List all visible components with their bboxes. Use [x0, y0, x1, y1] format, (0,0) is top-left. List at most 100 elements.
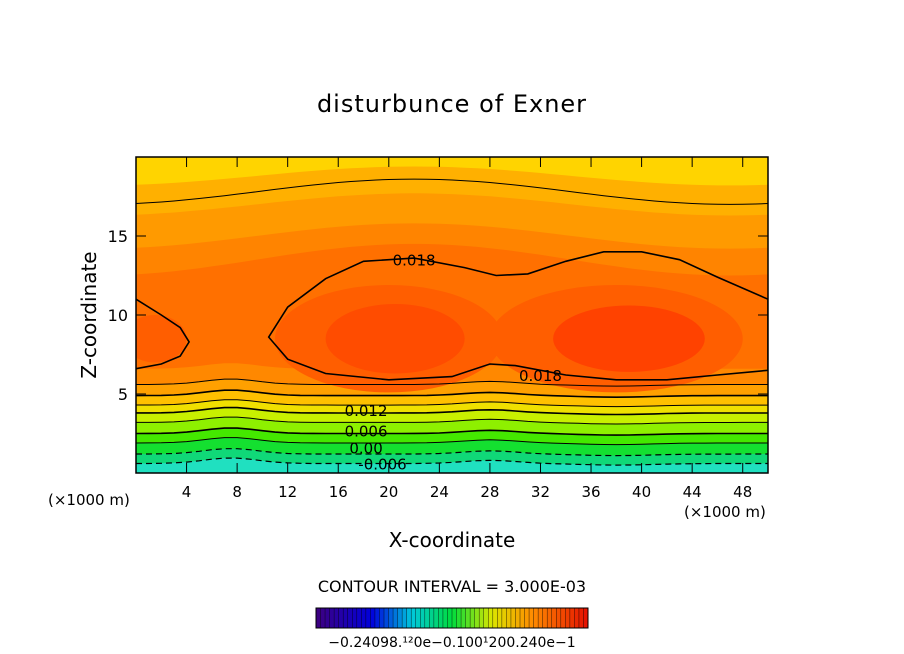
colorbar-swatch: [384, 608, 389, 628]
colorbar-swatch: [361, 608, 367, 628]
colorbar-swatch: [343, 608, 349, 628]
colorbar-swatch: [447, 608, 453, 628]
colorbar-swatch: [415, 608, 421, 628]
colorbar-swatch: [524, 608, 530, 628]
colorbar-swatch: [529, 608, 534, 628]
colorbar-swatch: [574, 608, 580, 628]
colorbar-swatch: [334, 608, 339, 628]
contour-line-0.018-left: [136, 298, 191, 370]
x-unit-right: (×1000 m): [684, 503, 766, 521]
contour-label: 0.012: [345, 402, 388, 420]
colorbar-swatch: [470, 608, 475, 628]
contour-line: [136, 399, 768, 408]
contour-line: [136, 378, 768, 387]
contour-label: 0.018: [393, 252, 436, 270]
colorbar-swatch: [556, 608, 562, 628]
contour-core: [325, 303, 465, 374]
colorbar-swatch: [538, 608, 543, 628]
contour-core: [136, 315, 187, 363]
colorbar-swatch: [365, 608, 371, 628]
y-tick-label: 10: [108, 306, 128, 325]
colorbar-swatch: [515, 608, 521, 628]
colorbar-frame: [315, 607, 589, 629]
contour-band: [136, 458, 768, 473]
colorbar-swatch: [465, 608, 471, 628]
x-tick-label: 8: [232, 483, 242, 501]
y-tick-label: 5: [118, 385, 128, 404]
x-tick-label: 4: [182, 483, 192, 501]
x-tick-label: 20: [379, 483, 398, 501]
colorbar-swatch: [533, 608, 539, 628]
colorbar-swatch: [547, 608, 553, 628]
colorbar-labels: −0.24098.¹²0e−0.100¹200.240e−1: [328, 635, 575, 651]
contour-interval-text: CONTOUR INTERVAL = 3.000E-03: [318, 577, 586, 596]
colorbar-swatch: [510, 608, 516, 628]
contour-line: [136, 457, 768, 466]
colorbar-swatch: [583, 608, 589, 628]
colorbar-swatch: [424, 608, 430, 628]
colorbar-swatch: [388, 608, 394, 628]
x-axis-label: X-coordinate: [389, 528, 516, 552]
x-unit-left: (×1000 m): [48, 491, 130, 509]
colorbar-swatch: [488, 608, 494, 628]
colorbar-swatch: [374, 608, 380, 628]
colorbar-swatch: [551, 608, 557, 628]
contour-label: 0.018: [519, 367, 562, 385]
colorbar-swatch: [520, 608, 525, 628]
colorbar-swatch: [320, 608, 326, 628]
colorbar-swatch: [474, 608, 480, 628]
contour-label: 0.00: [349, 440, 382, 458]
colorbar-swatch: [338, 608, 344, 628]
colorbar-swatch: [506, 608, 512, 628]
colorbar-swatch: [352, 608, 358, 628]
colorbar-swatch: [560, 608, 566, 628]
x-axis-ticks: 4 8 12 16 20 24 28 32 36 40 44 48: [182, 157, 752, 501]
colorbar-swatch: [356, 608, 362, 628]
contour-line: [136, 416, 768, 425]
contour-line: [136, 178, 768, 205]
colorbar-swatch: [578, 608, 584, 628]
x-tick-label: 44: [683, 483, 702, 501]
colorbar-swatch: [370, 608, 376, 628]
x-tick-label: 32: [531, 483, 550, 501]
x-tick-label: 28: [480, 483, 499, 501]
x-tick-label: 40: [632, 483, 651, 501]
colorbar-swatch: [452, 608, 457, 628]
colorbar-swatch: [429, 608, 435, 628]
colorbar-swatch: [329, 608, 335, 628]
contour-line: [136, 427, 768, 436]
colorbar-swatch: [438, 608, 444, 628]
colorbar-swatch: [483, 608, 489, 628]
colorbar-swatch: [420, 608, 426, 628]
contour-label: 0.006: [345, 422, 388, 440]
contour-line: [136, 437, 768, 446]
chart-title: disturbunce of Exner: [317, 90, 587, 118]
colorbar-swatch: [411, 608, 417, 628]
colorbar: [315, 607, 589, 629]
x-tick-label: 48: [733, 483, 752, 501]
colorbar-swatch: [325, 608, 330, 628]
y-axis-label: Z-coordinate: [77, 251, 101, 378]
colorbar-swatch: [393, 608, 398, 628]
x-tick-label: 16: [329, 483, 348, 501]
x-tick-label: 12: [278, 483, 297, 501]
contour-line: [136, 389, 768, 399]
colorbar-swatch: [397, 608, 403, 628]
colorbar-swatch: [479, 608, 485, 628]
y-tick-label: 15: [108, 227, 128, 246]
colorbar-swatch: [501, 608, 507, 628]
colorbar-swatch: [402, 608, 407, 628]
contour-line: [136, 448, 768, 457]
colorbar-swatch: [569, 608, 575, 628]
colorbar-swatch: [461, 608, 466, 628]
contour-line-0.018: [267, 251, 768, 381]
contour-label: -0.006: [358, 456, 406, 474]
colorbar-swatch: [379, 608, 385, 628]
colorbar-swatch: [565, 608, 571, 628]
colorbar-swatch: [456, 608, 462, 628]
colorbar-swatch: [316, 608, 321, 628]
colorbar-swatch: [497, 608, 503, 628]
contour-line: [136, 406, 768, 416]
